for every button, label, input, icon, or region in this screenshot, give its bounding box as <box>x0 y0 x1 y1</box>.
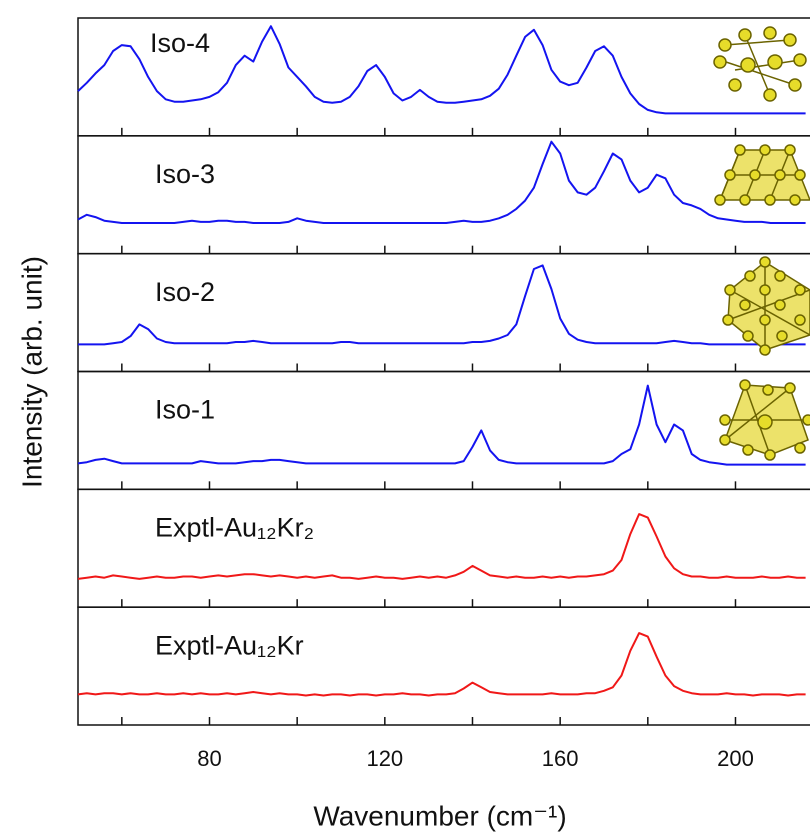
series-label: Iso-3 <box>155 159 215 189</box>
panel-frame <box>77 252 810 373</box>
panel-frame <box>77 370 810 491</box>
panel-frame <box>77 135 810 255</box>
series-label: Iso-4 <box>150 28 210 58</box>
spectrum-line <box>77 25 806 115</box>
x-axis-label: Wavenumber (cm⁻¹) <box>313 800 566 831</box>
plot-area: Iso-4 Iso-3 Iso-2 Iso-1 Exptl-Au₁₂Kr₂ Exptl-A… <box>77 17 810 771</box>
panel-frame <box>77 488 810 608</box>
spectrum-line <box>78 264 806 346</box>
y-axis-label: Intensity (arb. unit) <box>16 256 47 488</box>
x-tick-label: 120 <box>366 746 403 771</box>
spectrum-line <box>77 384 806 466</box>
series-label: Exptl-Au₁₂Kr <box>155 630 304 660</box>
series-label: Exptl-Au₁₂Kr₂ <box>155 512 314 542</box>
cluster-icon <box>713 26 810 461</box>
x-tick-label: 80 <box>197 746 221 771</box>
panel-frame <box>77 606 810 726</box>
spectrum-line <box>77 632 806 697</box>
x-tick-label: 200 <box>717 746 754 771</box>
spectrum-line <box>77 140 806 224</box>
x-tick-label: 160 <box>542 746 579 771</box>
series-label: Iso-2 <box>155 277 215 307</box>
series-label: Iso-1 <box>155 395 215 425</box>
spectrum-line <box>77 513 806 580</box>
